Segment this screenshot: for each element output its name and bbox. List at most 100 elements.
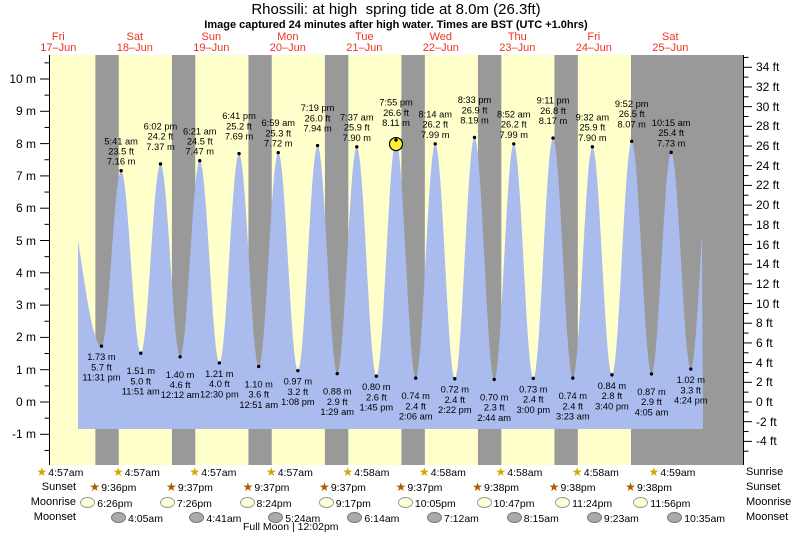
sunrise-entry: ★4:57am bbox=[264, 466, 313, 480]
high-tide-annotation: 6:21 am 24.5 ft 7.47 m bbox=[183, 126, 217, 156]
astro-row-label-right-sunset: Sunset bbox=[746, 481, 781, 493]
moonrise-time: 10:47pm bbox=[493, 498, 535, 510]
moonset-entry: 9:23am bbox=[584, 511, 639, 526]
tide-extreme-dot bbox=[630, 139, 634, 144]
right-axis-tick-label: 20 ft bbox=[756, 198, 780, 213]
day-label: Sat 25–Jun bbox=[635, 32, 705, 54]
sunrise-entry: ★4:58am bbox=[417, 466, 466, 480]
sunset-entry: ★9:38pm bbox=[547, 480, 596, 495]
moonset-icon bbox=[347, 512, 363, 523]
tide-extreme-dot bbox=[610, 373, 614, 377]
sunrise-time: 4:57am bbox=[277, 467, 313, 479]
sunset-star-icon: ★ bbox=[625, 480, 636, 494]
day-of-week: Sun bbox=[201, 31, 222, 43]
day-label: Sat 18–Jun bbox=[100, 32, 170, 54]
day-date: 25–Jun bbox=[652, 42, 689, 54]
moonrise-entry: 11:56pm bbox=[631, 496, 691, 511]
right-axis-tick-label: 0 ft bbox=[756, 395, 773, 409]
tide-extreme-dot bbox=[119, 169, 123, 173]
full-moon-note: Full Moon | 12:02pm bbox=[243, 521, 339, 533]
day-of-week: Wed bbox=[429, 31, 452, 43]
sunset-star-icon: ★ bbox=[548, 480, 560, 494]
moonrise-entry: 10:05pm bbox=[395, 496, 456, 511]
day-of-week: Mon bbox=[277, 31, 299, 43]
tide-extreme-dot bbox=[512, 142, 516, 146]
sunrise-time: 4:58am bbox=[507, 467, 543, 479]
sunset-entry: ★9:38pm bbox=[471, 480, 520, 495]
right-axis-tick-label: 28 ft bbox=[756, 119, 780, 134]
sunset-time: 9:38pm bbox=[637, 482, 673, 494]
high-tide-annotation: 7:37 am 25.9 ft 7.90 m bbox=[340, 112, 374, 142]
low-tide-annotation: 0.87 m 2.9 ft 4:05 am bbox=[635, 387, 669, 417]
right-axis-tick-label: 2 ft bbox=[756, 375, 773, 390]
low-tide-annotation: 0.80 m 2.6 ft 1:45 pm bbox=[360, 382, 394, 412]
tide-extreme-dot bbox=[492, 377, 496, 382]
sunset-time: 9:37pm bbox=[407, 482, 443, 494]
tide-extreme-dot bbox=[178, 355, 182, 359]
day-label: Mon 20–Jun bbox=[253, 32, 323, 54]
moonrise-icon bbox=[476, 497, 492, 508]
sunrise-star-icon: ★ bbox=[36, 465, 48, 479]
sunset-entry: ★9:37pm bbox=[394, 481, 443, 495]
left-axis-tick-label: -1 m bbox=[12, 427, 36, 442]
sunrise-star-icon: ★ bbox=[342, 465, 354, 479]
right-axis-tick-label: 32 ft bbox=[756, 80, 780, 94]
right-axis-tick-label: 8 ft bbox=[756, 316, 773, 331]
sunset-time: 9:38pm bbox=[560, 482, 596, 494]
moonrise-entry: 10:47pm bbox=[474, 496, 535, 511]
sunrise-time: 4:57am bbox=[124, 467, 160, 479]
astro-row-label-moonrise: Moonrise bbox=[30, 496, 76, 508]
sunrise-entry: ★4:57am bbox=[111, 466, 160, 480]
tide-extreme-dot bbox=[257, 364, 261, 369]
sunset-star-icon: ★ bbox=[472, 480, 483, 494]
low-tide-annotation: 0.73 m 2.4 ft 3:00 pm bbox=[517, 384, 551, 414]
moonrise-icon bbox=[397, 497, 413, 508]
low-tide-annotation: 1.73 m 5.7 ft 11:31 pm bbox=[82, 352, 120, 382]
sunrise-entry: ★4:59am bbox=[647, 465, 696, 480]
moonset-entry: 8:15am bbox=[504, 511, 559, 526]
moonset-icon bbox=[268, 512, 284, 523]
day-label: Thu 23–Jun bbox=[482, 32, 552, 54]
left-axis-tick-label: 3 m bbox=[15, 298, 36, 313]
tide-extreme-dot bbox=[551, 136, 555, 140]
moonrise-icon bbox=[555, 497, 571, 508]
high-tide-annotation: 9:11 pm 26.8 ft 8.17 m bbox=[537, 96, 570, 126]
moonrise-time: 11:56pm bbox=[650, 498, 691, 510]
tide-extreme-dot bbox=[139, 351, 143, 355]
day-label: Fri 24–Jun bbox=[559, 32, 629, 54]
tide-extreme-dot bbox=[590, 145, 595, 149]
left-axis-tick-label: 6 m bbox=[15, 201, 36, 216]
moonrise-icon bbox=[239, 497, 255, 508]
high-tide-annotation: 6:41 pm 25.2 ft 7.69 m bbox=[222, 111, 256, 141]
moonrise-icon bbox=[633, 497, 649, 508]
current-tide-marker-dot bbox=[394, 138, 398, 142]
low-tide-annotation: 0.74 m 2.4 ft 3:23 am bbox=[556, 391, 590, 421]
right-axis-tick-label: 24 ft bbox=[756, 158, 780, 173]
moonset-icon bbox=[586, 512, 602, 523]
low-tide-annotation: 1.21 m 4.0 ft 12:30 pm bbox=[200, 369, 239, 399]
page-subtitle: Image captured 24 minutes after high wat… bbox=[204, 19, 588, 31]
sunrise-entry: ★4:58am bbox=[494, 466, 543, 480]
sunset-star-icon: ★ bbox=[242, 480, 254, 494]
tide-extreme-dot bbox=[198, 159, 202, 163]
moonrise-icon bbox=[159, 497, 175, 508]
moonrise-entry: 8:24pm bbox=[237, 496, 292, 511]
right-axis-tick-label: -2 ft bbox=[756, 414, 777, 429]
moonset-entry: 6:14am bbox=[345, 511, 400, 526]
tide-extreme-dot bbox=[571, 376, 575, 380]
sunset-time: 9:38pm bbox=[484, 482, 520, 494]
astro-row-label-right-moonrise: Moonrise bbox=[746, 496, 792, 508]
moonset-entry: 7:12am bbox=[424, 511, 479, 526]
astro-row-label-moonset: Moonset bbox=[33, 511, 76, 523]
day-date: 23–Jun bbox=[499, 42, 536, 54]
day-label: Tue 21–Jun bbox=[329, 32, 399, 54]
moonset-time: 6:14am bbox=[364, 513, 400, 525]
low-tide-annotation: 0.84 m 2.8 ft 3:40 pm bbox=[595, 381, 629, 411]
moonrise-entry: 6:26pm bbox=[78, 496, 133, 511]
tide-extreme-dot bbox=[237, 151, 241, 156]
low-tide-annotation: 0.74 m 2.4 ft 2:06 am bbox=[399, 391, 433, 421]
astro-row-label-right-sunrise: Sunrise bbox=[746, 466, 784, 478]
moonset-entry: 5:24am bbox=[266, 511, 321, 526]
sunrise-star-icon: ★ bbox=[648, 465, 660, 479]
left-axis-tick-label: 9 m bbox=[15, 104, 36, 119]
